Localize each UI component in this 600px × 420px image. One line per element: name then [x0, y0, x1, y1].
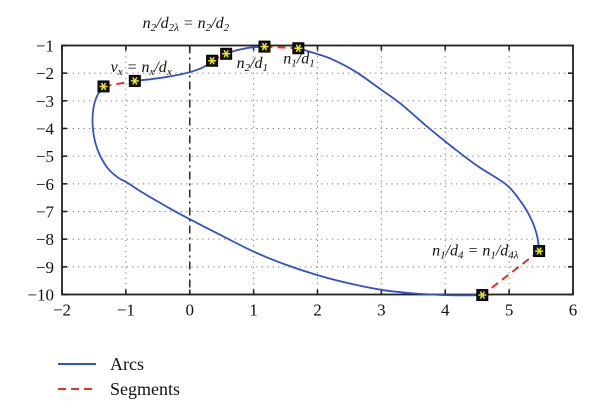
- arc-path: [91, 85, 483, 297]
- arc-path: [225, 45, 265, 55]
- y-tick-label: −4: [36, 120, 55, 139]
- y-tick-label: −7: [36, 203, 55, 222]
- marker-asterisk-icon: [132, 77, 138, 85]
- marker-asterisk-icon: [479, 291, 485, 299]
- data-point-marker: [97, 80, 110, 93]
- legend: Arcs Segments: [57, 351, 180, 401]
- x-tick-label: 6: [569, 301, 578, 320]
- y-tick-label: −3: [36, 92, 54, 111]
- data-point-marker: [258, 40, 271, 53]
- x-tick-label: 2: [313, 301, 322, 320]
- y-tick-label: −2: [36, 64, 54, 83]
- x-tick-label: −2: [53, 301, 71, 320]
- marker-asterisk-icon: [295, 44, 301, 52]
- data-point-marker: [220, 47, 233, 60]
- data-point-marker: [476, 289, 489, 302]
- arcs-line-icon: [58, 362, 96, 365]
- annotation-label: n2/d2λ = n2/d2: [143, 15, 230, 34]
- annotation-label: n1/d4 = n1/d4λ: [432, 242, 519, 261]
- segments-line-icon: [58, 387, 96, 390]
- marker-asterisk-icon: [223, 50, 229, 58]
- annotation-label: vx = nx/dx: [111, 59, 172, 78]
- x-tick-label: 4: [441, 301, 450, 320]
- x-tick-label: 3: [377, 301, 386, 320]
- marker-asterisk-icon: [101, 82, 106, 91]
- legend-label-segments: Segments: [110, 378, 180, 399]
- data-point-marker: [533, 245, 546, 258]
- annotation-label: n1/d1: [283, 50, 314, 69]
- y-tick-label: −1: [36, 37, 54, 56]
- arc-path: [298, 47, 540, 252]
- y-tick-label: −9: [36, 258, 54, 277]
- marker-asterisk-icon: [536, 247, 542, 255]
- y-tick-label: −10: [27, 286, 54, 305]
- x-tick-label: 5: [505, 301, 514, 320]
- plot-frame: [61, 44, 574, 296]
- annotation-label: n2/d1: [237, 55, 268, 74]
- data-point-marker: [128, 74, 141, 87]
- x-tick-label: 0: [186, 301, 195, 320]
- legend-item-arcs: Arcs: [57, 351, 180, 376]
- y-tick-label: −8: [36, 230, 54, 249]
- legend-item-segments: Segments: [57, 376, 180, 401]
- data-point-marker: [206, 54, 219, 67]
- marker-asterisk-icon: [209, 57, 215, 65]
- x-tick-label: 1: [249, 301, 258, 320]
- segment-path: [481, 250, 540, 296]
- y-tick-label: −6: [36, 175, 54, 194]
- marker-asterisk-icon: [262, 42, 267, 51]
- y-tick-label: −5: [36, 147, 54, 166]
- legend-label-arcs: Arcs: [110, 353, 144, 374]
- data-point-marker: [292, 42, 305, 55]
- x-tick-label: −1: [117, 301, 135, 320]
